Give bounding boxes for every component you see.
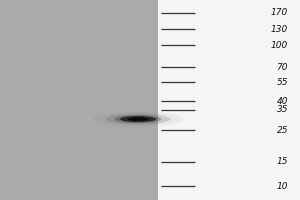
Text: 40: 40	[277, 97, 288, 106]
Text: 170: 170	[271, 8, 288, 17]
Ellipse shape	[115, 115, 161, 123]
Ellipse shape	[93, 111, 183, 127]
Ellipse shape	[106, 114, 170, 125]
Text: 10: 10	[277, 182, 288, 191]
Text: 35: 35	[277, 105, 288, 114]
Text: 15: 15	[277, 157, 288, 166]
Text: 70: 70	[277, 63, 288, 72]
Text: 100: 100	[271, 41, 288, 50]
Bar	[0, 0, 158, 200]
Ellipse shape	[127, 117, 149, 121]
Text: 130: 130	[271, 25, 288, 34]
Text: 55: 55	[277, 78, 288, 87]
Ellipse shape	[120, 116, 156, 122]
Text: 25: 25	[277, 126, 288, 135]
